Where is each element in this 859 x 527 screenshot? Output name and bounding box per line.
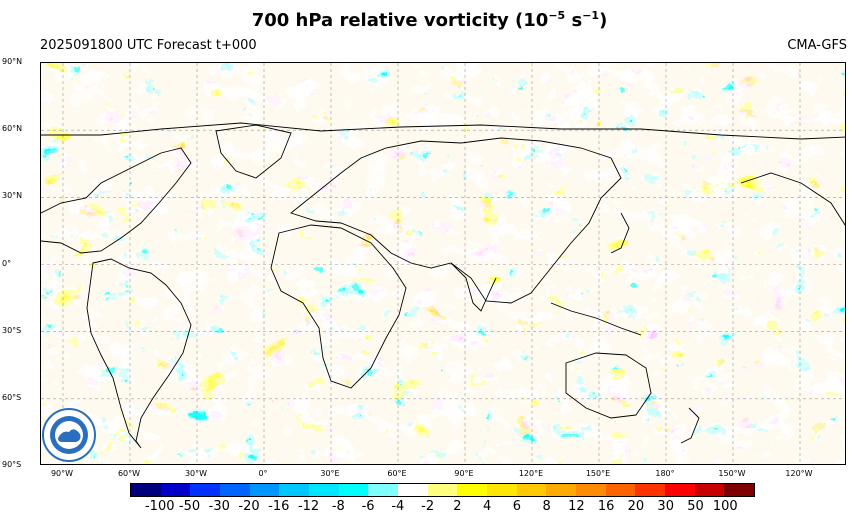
- colorbar-segment: [368, 484, 399, 496]
- coast-new-zealand: [680, 407, 700, 444]
- lat-label: 60°S: [2, 392, 22, 402]
- lat-label: 30°S: [2, 325, 22, 335]
- coast-europe-asia: [290, 137, 622, 304]
- colorbar-segment: [635, 484, 666, 496]
- colorbar-segment: [398, 484, 428, 496]
- coast-australia: [565, 352, 652, 419]
- lat-label: 60°N: [2, 124, 23, 134]
- colorbar-tick-label: -6: [361, 499, 375, 514]
- colorbar-tick-label: 8: [542, 499, 551, 514]
- colorbar-tick-label: 4: [483, 499, 492, 514]
- lon-label: 120°E: [518, 469, 544, 478]
- coast-north-america: [41, 147, 192, 254]
- colorbar-segment: [279, 484, 310, 496]
- colorbar-tick-label: 16: [597, 499, 615, 514]
- colorbar-segment: [131, 484, 161, 496]
- vorticity-map: [41, 63, 845, 464]
- graticule: [41, 63, 845, 464]
- coast-greenland: [215, 124, 292, 179]
- lat-label: 90°S: [2, 460, 22, 469]
- map-panel: [40, 62, 846, 465]
- lon-label: 150°W: [718, 469, 746, 478]
- lon-label: 180°: [655, 469, 675, 478]
- coast-india: [450, 262, 497, 312]
- colorbar-segment: [309, 484, 339, 496]
- model-name: CMA-GFS: [787, 38, 847, 53]
- cma-logo-icon: [42, 408, 96, 462]
- lon-label: 90°E: [454, 469, 474, 478]
- colorbar-segment: [576, 484, 606, 496]
- colorbar-tick-label: -30: [208, 499, 230, 514]
- colorbar-tick-label: 30: [657, 499, 674, 514]
- colorbar-tick-label: -16: [268, 499, 290, 514]
- colorbar-segment: [665, 484, 695, 496]
- colorbar-segment: [457, 484, 488, 496]
- lat-label: 30°N: [2, 191, 23, 201]
- colorbar-segment: [427, 484, 458, 496]
- lon-label: 60°E: [387, 469, 407, 478]
- colorbar-segment: [487, 484, 517, 496]
- colorbar-segment: [220, 484, 250, 496]
- colorbar-segment: [546, 484, 577, 496]
- colorbar-tick-label: -100: [144, 499, 175, 514]
- run-info: 2025091800 UTC Forecast t+000: [40, 38, 257, 53]
- colorbar-segment: [724, 484, 755, 496]
- lon-label: 60°W: [117, 469, 141, 478]
- colorbar-segment: [190, 484, 221, 496]
- colorbar-segment: [605, 484, 636, 496]
- colorbar-segment: [694, 484, 725, 496]
- coast-maritime-se-asia: [550, 302, 642, 336]
- colorbar-tick-label: -2: [421, 499, 435, 514]
- colorbar-tick-label: 20: [627, 499, 645, 514]
- lon-label: 30°E: [320, 469, 340, 478]
- lon-label: 150°E: [585, 469, 611, 478]
- colorbar-segment: [338, 484, 369, 496]
- colorbar-tick-label: -8: [331, 499, 345, 514]
- colorbar-tick-label: -12: [297, 499, 320, 514]
- lon-label: 120°W: [785, 469, 813, 478]
- lon-label: 30°W: [184, 469, 208, 478]
- coast-japan: [610, 212, 630, 254]
- colorbar-tick-label: 6: [512, 499, 522, 514]
- coast-africa: [270, 224, 407, 389]
- lat-label: 0°: [2, 258, 12, 268]
- vorticity-field: [41, 63, 845, 464]
- coastlines: [41, 122, 845, 449]
- coast-arctic: [41, 122, 845, 140]
- colorbar-tick-label: -20: [238, 499, 260, 514]
- lon-label: 0°: [258, 469, 268, 478]
- colorbar-labels: -100 -50 -30 -20 -16 -12 -8 -6 -4 -2 2 4 6 8 12 16 20 30 5…: [130, 499, 755, 515]
- colorbar-tick-label: 50: [687, 499, 704, 514]
- coast-north-america-east: [740, 172, 845, 226]
- colorbar-tick-label: -4: [391, 499, 405, 514]
- colorbar-segment: [160, 484, 191, 496]
- lon-label: 90°W: [50, 469, 74, 478]
- colorbar-segment: [516, 484, 547, 496]
- colorbar-segment: [249, 484, 280, 496]
- colorbar-tick-label: 12: [568, 499, 585, 514]
- chart-title: 700 hPa relative vorticity (10−5 s−1): [251, 9, 608, 31]
- colorbar-tick-label: 2: [453, 499, 462, 514]
- colorbar-tick-label: 100: [712, 499, 738, 514]
- coast-south-america: [86, 258, 192, 449]
- colorbar-tick-label: -50: [178, 499, 201, 514]
- lat-label: 90°N: [2, 57, 23, 66]
- colorbar: [130, 483, 755, 497]
